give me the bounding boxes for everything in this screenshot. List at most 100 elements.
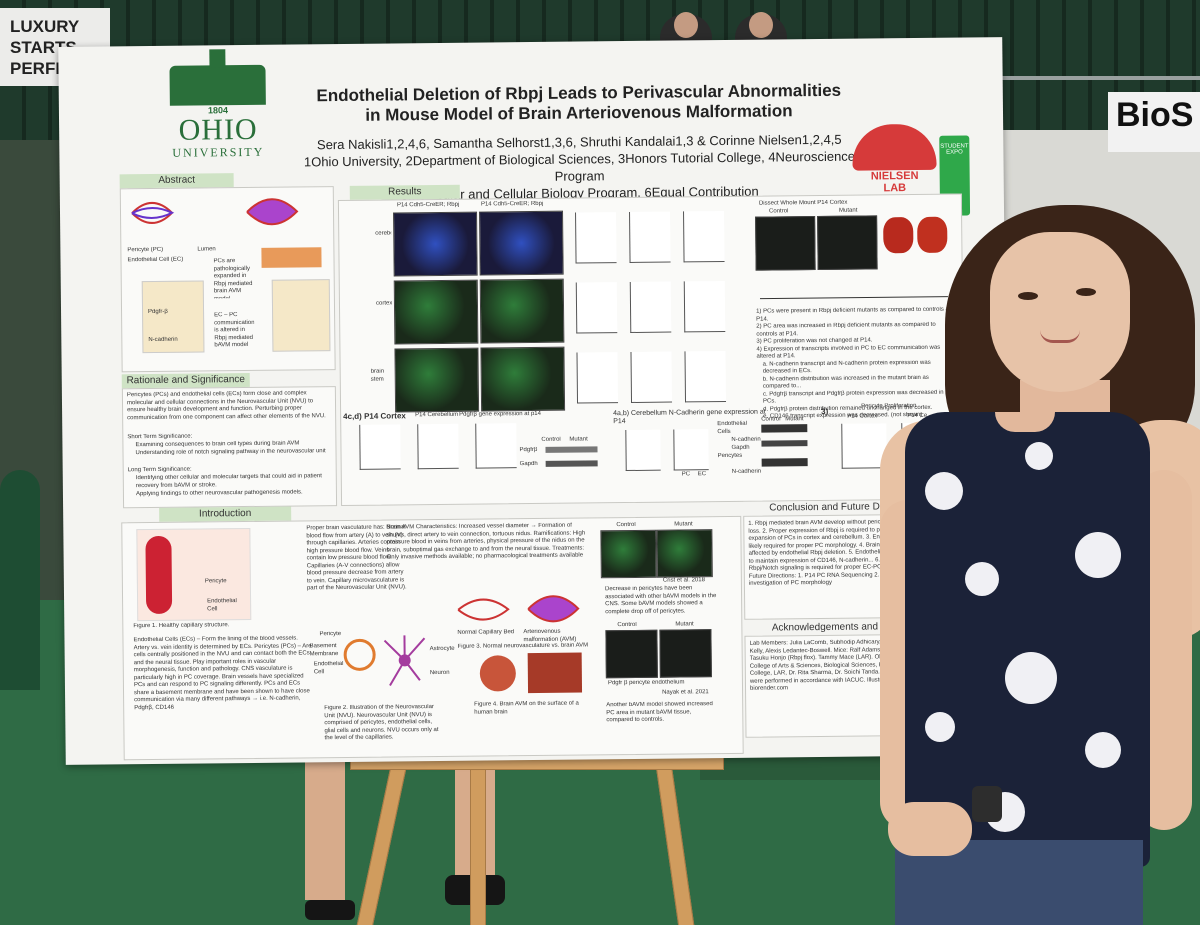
nvu-pericyte-label: Pericyte (319, 631, 342, 638)
p14-cortex-label: P14 Cortex (847, 413, 878, 420)
blot-gapdh-label: Gapdh (731, 444, 750, 451)
axis-ec: EC (697, 471, 707, 478)
mouse-icon (852, 123, 937, 171)
results-findings: 1) PCs were present in Rbpj deficient mu… (756, 307, 957, 420)
avm-surgery-photo (527, 652, 583, 694)
bar-plot (625, 429, 661, 472)
mouse-brain-photo (917, 216, 948, 253)
pc-area-note: Another bAVM model showed increased PC a… (606, 701, 713, 724)
results-header: Results (349, 184, 460, 200)
pc-ec-schematic (271, 279, 331, 352)
micrograph-cortex-control (393, 279, 479, 345)
arena-sign-right: BioS (1108, 92, 1200, 152)
figure-2-caption: Figure 2. Illustration of the Neurovascu… (324, 704, 439, 742)
lab-name-2: LAB (883, 182, 907, 195)
quant-plot (683, 210, 725, 263)
quant-plot (630, 351, 673, 403)
abstract-ncad: N-cadherin (148, 336, 178, 344)
logo-subname: UNIVERSITY (172, 144, 265, 160)
intro-bavm-text: Brain AVM Characteristics: Increased ves… (386, 522, 586, 561)
university-building-icon (169, 64, 266, 106)
introduction-header: Introduction (159, 506, 292, 522)
intro-cells-bullets: Endothelial Cells (ECs) – Form the linin… (133, 635, 312, 711)
abstract-ecpc-text: EC – PC communication is altered in Rbpj… (214, 312, 255, 349)
bar-plot (417, 423, 459, 470)
whole-mount-control (755, 216, 816, 271)
tissue-band (261, 247, 322, 268)
micrograph-cerebellum-mutant (479, 210, 564, 276)
blot-ncad-label: N-cadherin (731, 468, 762, 475)
quant-plot (629, 211, 671, 263)
micrograph-brainstem-control (394, 347, 480, 413)
nielsen-lab-logo: NIELSEN LAB (849, 123, 940, 195)
row-label-brainstem: brain stem (370, 368, 385, 383)
abstract-pcs-text: PCs are pathologically expanded in Rbpj … (213, 258, 253, 298)
nvu-basement-label: Basement Membrane (309, 643, 339, 657)
flower-pattern (1085, 732, 1121, 768)
presenter-floral-blouse (905, 412, 1150, 867)
abstract-header: Abstract (119, 173, 234, 189)
logo-name: OHIO (178, 112, 258, 147)
micrograph-brainstem-mutant (480, 346, 566, 412)
whole-mount-mutant (817, 215, 878, 271)
nvu-neuron-label: Neuron (429, 669, 450, 677)
pdgfrb-expression-label: Pdgfrβ gene expression at p14 (459, 410, 542, 418)
stain-legend: Pdgfr β pericyte endothelium (607, 679, 685, 687)
experiment-timeline (759, 296, 948, 300)
blot-mutant-label: Mutant (569, 436, 588, 443)
astrocyte-icon (383, 635, 426, 687)
nayak-mutant-image (659, 629, 712, 678)
quant-plot (684, 350, 727, 403)
abstract-box: Pericyte (PC) Lumen Endothelial Cell (EC… (119, 186, 336, 373)
blot-mutant-label: Mutant (785, 416, 804, 423)
easel-leg (470, 760, 486, 925)
quant-plot (576, 352, 619, 404)
nvu-astrocyte-label: Astrocyte (429, 645, 455, 653)
flower-pattern (925, 472, 963, 510)
crist-control-image (600, 529, 657, 579)
blot-ncad-label: N-cadherin (731, 436, 761, 443)
quant-plot (629, 281, 672, 333)
intro-pericyte-label: Pericyte (204, 578, 227, 585)
figure-4-caption: Figure 4. Brain AVM on the surface of a … (474, 700, 579, 716)
western-blot-band (545, 446, 598, 453)
western-blot-band (545, 460, 598, 467)
blot-control-label: Control (541, 436, 561, 443)
long-term-item: Applying findings to other neurovascular… (135, 489, 303, 498)
quant-plot (575, 282, 618, 334)
flower-pattern (1005, 652, 1057, 704)
axis-pc: PC (681, 471, 691, 478)
intro-ec-label: Endothelial Cell (207, 598, 237, 612)
quant-plot (683, 280, 726, 333)
crist-control-label: Control (616, 521, 636, 529)
nvu-vessel-cross-section (343, 638, 376, 672)
wm-control-label: Control (768, 208, 789, 215)
capillary-vs-avm-diagram (457, 595, 580, 623)
crist-mutant-label: Mutant (674, 521, 693, 528)
abstract-ec-label: Endothelial Cell (EC) (127, 256, 184, 264)
capillary-diagram (131, 198, 299, 226)
bar-plot (359, 424, 401, 470)
chair-left (0, 470, 40, 690)
rationale-box: Pericytes (PCs) and endothelial cells (E… (121, 386, 338, 509)
human-brain-icon (479, 655, 517, 692)
smile (1040, 330, 1080, 343)
short-term-item: Understanding role of notch signaling pa… (135, 448, 326, 457)
blot-pdgfrb-label: Pdgfrβ (519, 446, 538, 454)
flower-pattern (965, 562, 999, 596)
vessel-segment (145, 535, 173, 615)
western-blot-band (761, 440, 808, 447)
western-blot-band (761, 424, 808, 433)
smartwatch-icon (972, 786, 1002, 822)
flower-pattern (1025, 442, 1053, 470)
nayak-control-image (605, 629, 658, 679)
figure-3-caption: Figure 3. Normal neurovasculature vs. br… (457, 642, 589, 650)
micrograph-cortex-mutant (479, 278, 565, 344)
rationale-text: Pericytes (PCs) and endothelial cells (E… (126, 390, 326, 421)
mouse-brain-photo (883, 217, 914, 254)
ohio-university-logo: 1804 OHIO UNIVERSITY (154, 64, 281, 161)
nayak-mutant-label: Mutant (675, 621, 694, 628)
pericyte-decrease-note: Decrease in pericytes have been associat… (604, 585, 717, 615)
abstract-pericyte-label: Pericyte (PC) (127, 246, 164, 254)
micrograph-cerebellum-control (393, 211, 478, 277)
